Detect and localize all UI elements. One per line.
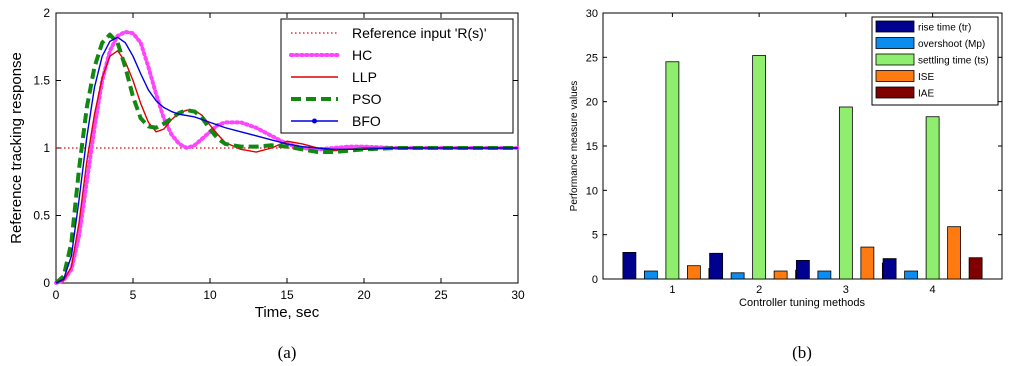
panel-b-x-tick-label: 2 (756, 284, 762, 296)
panel-b-legend-label: settling time (ts) (918, 56, 989, 67)
panel-a-caption: (a) (278, 343, 297, 362)
panel-b-legend-swatch-rise-time-tr (875, 20, 915, 33)
panel-b-legend-swatch-iae (875, 86, 915, 99)
panel-b-x-axis-label: Controller tuning methods (739, 297, 865, 309)
panel-a-series (54, 29, 520, 285)
panel-b-x-tick-label: 4 (930, 284, 936, 296)
panel-b-y-tick-label: 25 (586, 52, 598, 64)
panel-b-y-tick-label: 5 (592, 230, 598, 242)
panel-a-y-tick-label: 0 (43, 276, 50, 290)
panel-b-y-tick-label: 10 (586, 185, 598, 197)
bar-ise-method-4 (947, 226, 962, 280)
bar-ise-method-1 (686, 265, 701, 280)
bar-overshoot-mp-method-4 (904, 270, 919, 280)
panel-b-legend-swatch-overshoot-mp (875, 37, 915, 49)
bar-ise-method-3 (860, 246, 875, 280)
panel-a-x-tick-label: 30 (511, 288, 525, 302)
panel-b-y-tick-label: 0 (592, 274, 598, 286)
panel-a-ticks: 0 5 10 15 20 25 30 0 0.5 1 1.5 2 (33, 6, 525, 302)
panel-a-legend-box (280, 18, 514, 134)
panel-b-y-tick-label: 30 (586, 8, 598, 20)
panel-b-x-tick-label: 1 (669, 284, 675, 296)
panel-a-y-tick-label: 1 (43, 141, 50, 155)
bar-ise-method-2 (773, 270, 788, 280)
bar-rise-time-tr-method-3 (795, 259, 810, 280)
panel-a-legend-label: LLP (352, 69, 377, 85)
panel-a-y-tick-label: 0.5 (33, 209, 50, 223)
panel-b-caption: (b) (792, 343, 812, 362)
panel-a-legend-label: BFO (352, 113, 381, 129)
panel-b-legend-swatch-ise (875, 70, 915, 82)
panel-a-y-tick-label: 2 (43, 6, 50, 20)
bar-rise-time-tr-method-1 (622, 251, 637, 280)
panel-a-x-tick-label: 0 (53, 288, 60, 302)
panel-a-legend: Reference input 'R(s)' HC LLP PSO BFO (280, 18, 514, 134)
panel-a-legend-label: HC (352, 47, 372, 63)
panel-b-bar-chart: 0 5 10 15 20 25 30 1 2 3 4 Controller tuning metho… (569, 8, 1003, 362)
panel-a-line-chart: 0 5 10 15 20 25 30 0 0.5 1 1.5 2 Time, sec Referenc… (8, 6, 525, 362)
panel-a-x-tick-label: 20 (357, 288, 371, 302)
bar-overshoot-mp-method-3 (817, 270, 832, 280)
panel-a-x-tick-label: 15 (280, 288, 294, 302)
bar-settling-time-ts-method-1 (665, 61, 680, 280)
bar-settling-time-ts-method-4 (925, 116, 940, 280)
panel-a-legend-label: Reference input 'R(s)' (352, 25, 487, 41)
panel-b-y-tick-label: 20 (586, 97, 598, 109)
panel-a-x-tick-label: 5 (130, 288, 137, 302)
panel-a-y-tick-label: 1.5 (33, 74, 50, 88)
panel-a-series-line-pso (54, 32, 518, 285)
bar-settling-time-ts-method-2 (752, 55, 767, 280)
panel-a-y-axis-label: Reference tracking response (8, 52, 25, 244)
panel-a-x-axis-label: Time, sec (255, 304, 320, 321)
panel-b-legend-label: overshoot (Mp) (918, 39, 985, 50)
panel-b-legend: rise time (tr) overshoot (Mp) settling tim… (871, 16, 999, 106)
panel-b-bars (622, 55, 983, 280)
bar-rise-time-tr-method-4 (882, 258, 897, 280)
panel-a-x-tick-label: 25 (434, 288, 448, 302)
panel-a-x-tick-label: 10 (203, 288, 217, 302)
panel-b-legend-label: rise time (tr) (918, 23, 971, 34)
bar-overshoot-mp-method-1 (643, 270, 658, 280)
panel-b-legend-label: IAE (918, 89, 934, 100)
bar-iae-method-4 (968, 257, 983, 280)
panel-a-legend-label: PSO (352, 91, 382, 107)
panel-b-y-axis-label: Performance measure values (569, 81, 580, 212)
panel-b-x-tick-label: 3 (843, 284, 849, 296)
panel-a-legend-marker (312, 118, 317, 124)
panel-b-legend-label: ISE (918, 72, 934, 83)
panel-b-legend-swatch-settling-time-ts (875, 53, 915, 66)
bar-rise-time-tr-method-2 (709, 252, 724, 280)
bar-settling-time-ts-method-3 (838, 106, 853, 280)
panel-b-y-tick-label: 15 (586, 141, 598, 153)
panel-a-series-line-bfo (55, 36, 518, 284)
bar-overshoot-mp-method-2 (730, 272, 745, 280)
